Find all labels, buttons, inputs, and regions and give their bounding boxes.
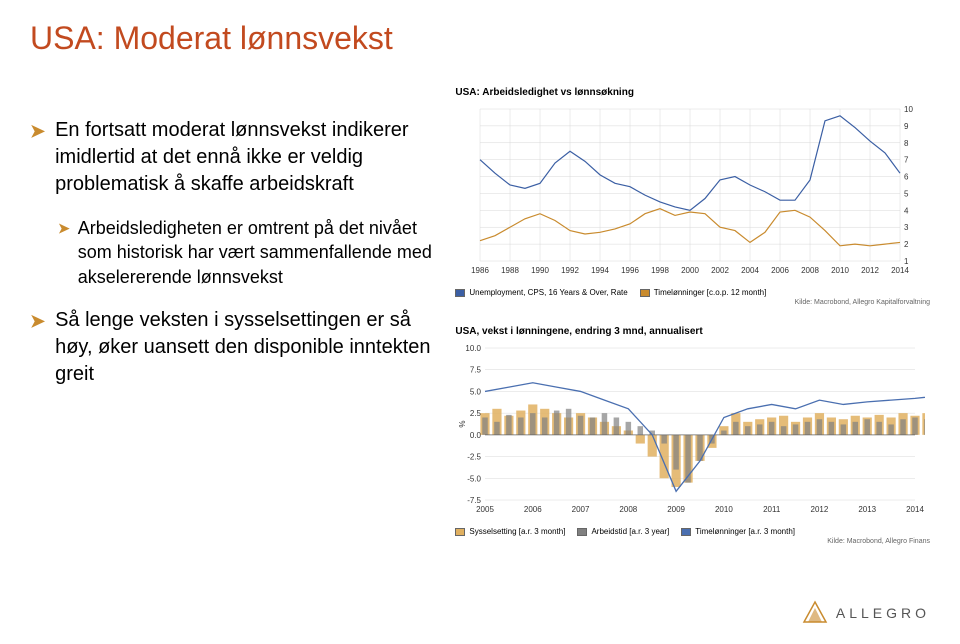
chart-unemployment-vs-wages: USA: Arbeidsledighet vs lønnsøkning 1 2 3 4… (455, 87, 930, 306)
legend-label: Timelønninger [c.o.p. 12 month] (654, 288, 767, 297)
svg-text:2014: 2014 (906, 505, 924, 514)
legend-swatch (640, 289, 650, 297)
svg-text:1994: 1994 (591, 266, 609, 275)
chart-source: Kilde: Macrobond, Allegro Finans (455, 538, 930, 545)
svg-text:-2.5: -2.5 (468, 453, 482, 462)
svg-text:2014: 2014 (891, 266, 909, 275)
svg-text:2006: 2006 (524, 505, 542, 514)
legend-label: Sysselsetting [a.r. 3 month] (469, 527, 565, 536)
svg-text:8: 8 (904, 139, 909, 148)
arrow-icon: ➤ (30, 117, 45, 198)
legend-item: Timelønninger [c.o.p. 12 month] (640, 288, 767, 297)
svg-text:2008: 2008 (620, 505, 638, 514)
chart-legend: Sysselsetting [a.r. 3 month] Arbeidstid … (455, 527, 930, 536)
svg-text:5.0: 5.0 (470, 387, 482, 396)
svg-text:10: 10 (904, 105, 913, 114)
svg-text:2011: 2011 (763, 505, 781, 514)
svg-text:2.5: 2.5 (470, 409, 482, 418)
chart-title: USA, vekst i lønningene, endring 3 mnd, … (455, 326, 930, 337)
legend-swatch (577, 528, 587, 536)
svg-text:6: 6 (904, 173, 909, 182)
content-row: ➤ En fortsatt moderat lønnsvekst indiker… (30, 87, 930, 565)
page-title: USA: Moderat lønnsvekst (30, 20, 930, 57)
svg-text:10.0: 10.0 (466, 344, 482, 353)
svg-text:2004: 2004 (741, 266, 759, 275)
chart-title: USA: Arbeidsledighet vs lønnsøkning (455, 87, 930, 98)
logo-icon (802, 600, 828, 626)
svg-text:1992: 1992 (561, 266, 579, 275)
legend-item: Timelønninger [a.r. 3 month] (681, 527, 795, 536)
bullet-text: Arbeidsledigheten er omtrent på det nivå… (78, 216, 436, 289)
svg-text:-7.5: -7.5 (468, 496, 482, 505)
svg-text:2013: 2013 (859, 505, 877, 514)
svg-text:9: 9 (904, 122, 909, 131)
chart-wage-growth-3m: USA, vekst i lønningene, endring 3 mnd, … (455, 326, 930, 545)
svg-text:1: 1 (904, 257, 909, 266)
svg-text:2005: 2005 (476, 505, 494, 514)
legend-item: Sysselsetting [a.r. 3 month] (455, 527, 565, 536)
svg-text:1996: 1996 (621, 266, 639, 275)
chart-plot-area: -7.5 -5.0 -2.5 0.0 2.5 5.0 7.5 10.0% 2005 2006 200… (455, 343, 930, 523)
svg-text:1988: 1988 (501, 266, 519, 275)
legend-swatch (455, 289, 465, 297)
bullet-text: En fortsatt moderat lønnsvekst indikerer… (55, 117, 435, 198)
svg-text:2012: 2012 (861, 266, 879, 275)
svg-text:5: 5 (904, 189, 909, 198)
svg-text:2010: 2010 (831, 266, 849, 275)
bullet-item: ➤ Så lenge veksten i sysselsettingen er … (30, 307, 435, 388)
bullet-item-sub: ➤ Arbeidsledigheten er omtrent på det ni… (58, 216, 435, 289)
arrow-icon: ➤ (30, 307, 45, 388)
legend-label: Timelønninger [a.r. 3 month] (695, 527, 795, 536)
svg-text:-5.0: -5.0 (468, 474, 482, 483)
chart-source: Kilde: Macrobond, Allegro Kapitalforvalt… (455, 299, 930, 306)
bullet-item: ➤ En fortsatt moderat lønnsvekst indiker… (30, 117, 435, 198)
svg-text:%: % (458, 420, 467, 427)
legend-swatch (681, 528, 691, 536)
logo-text: ALLEGRO (836, 605, 930, 621)
legend-label: Unemployment, CPS, 16 Years & Over, Rate (469, 288, 627, 297)
svg-text:2007: 2007 (572, 505, 590, 514)
footer-logo: ALLEGRO (802, 600, 930, 626)
svg-text:2: 2 (904, 240, 909, 249)
svg-text:2008: 2008 (801, 266, 819, 275)
legend-swatch (455, 528, 465, 536)
chart-plot-area: 1 2 3 4 5 6 7 8 9 10 1986 1988 1990 1992 1994 1996 1998 2… (455, 104, 930, 284)
svg-text:4: 4 (904, 206, 909, 215)
svg-text:2009: 2009 (668, 505, 686, 514)
svg-text:2006: 2006 (771, 266, 789, 275)
svg-text:1998: 1998 (651, 266, 669, 275)
chart-legend: Unemployment, CPS, 16 Years & Over, Rate… (455, 288, 930, 297)
legend-item: Unemployment, CPS, 16 Years & Over, Rate (455, 288, 627, 297)
svg-text:7.5: 7.5 (470, 366, 482, 375)
svg-text:2000: 2000 (681, 266, 699, 275)
bullet-text: Så lenge veksten i sysselsettingen er så… (55, 307, 435, 388)
legend-label: Arbeidstid [a.r. 3 year] (591, 527, 669, 536)
arrow-icon: ➤ (58, 216, 70, 289)
svg-text:3: 3 (904, 223, 909, 232)
charts-column: USA: Arbeidsledighet vs lønnsøkning 1 2 3 4… (455, 87, 930, 565)
svg-text:7: 7 (904, 156, 909, 165)
svg-text:2010: 2010 (715, 505, 733, 514)
svg-text:1986: 1986 (471, 266, 489, 275)
legend-item: Arbeidstid [a.r. 3 year] (577, 527, 669, 536)
svg-text:0.0: 0.0 (470, 431, 482, 440)
svg-text:1990: 1990 (531, 266, 549, 275)
slide-container: USA: Moderat lønnsvekst ➤ En fortsatt mo… (0, 0, 960, 644)
svg-text:2012: 2012 (811, 505, 829, 514)
svg-text:2002: 2002 (711, 266, 729, 275)
bullet-list: ➤ En fortsatt moderat lønnsvekst indiker… (30, 87, 435, 565)
